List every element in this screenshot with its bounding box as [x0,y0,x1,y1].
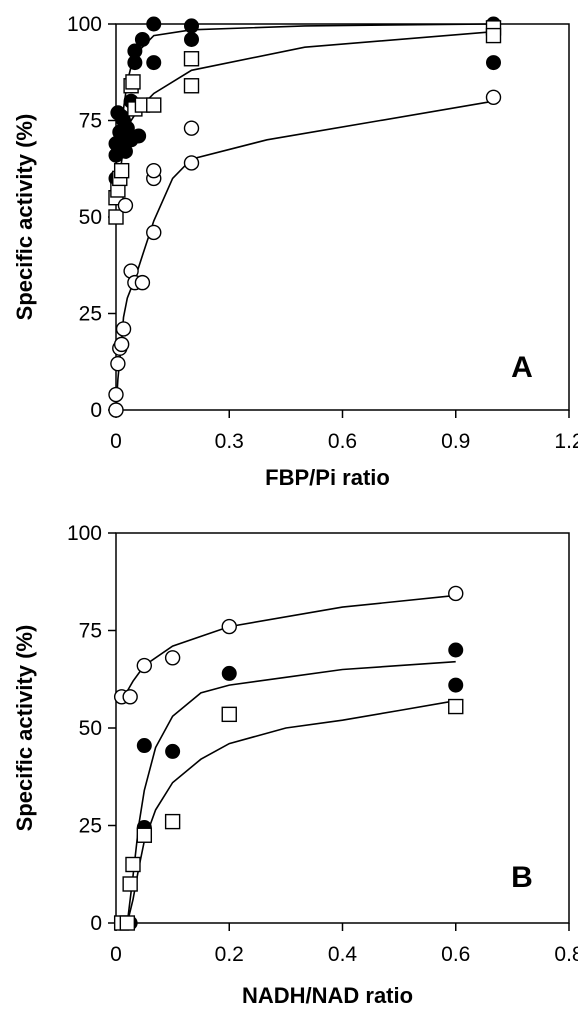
data-point-open-circle [183,155,200,171]
data-point-open-circle [136,657,153,674]
panel-a: 0 25 50 75 100 0 0.3 0.6 0.9 1.2 FBP/Pi ratio Speci… [12,13,578,490]
y-tick-label: 50 [79,206,102,229]
fit-curve [126,660,456,924]
panel-b: 0 25 50 75 100 0 0.2 0.4 0.6 0.8 NADH/NAD ratio Spe… [12,522,578,1008]
y-tick-label: 100 [67,522,102,545]
data-point-filled-circle [184,18,199,34]
data-point-open-circle [221,618,237,635]
data-point-square [183,78,200,94]
data-point-open-circle [122,689,138,705]
x-tick-label: 0.8 [554,943,578,966]
data-point-square [183,51,200,67]
x-tick-label: 0.2 [215,943,244,966]
y-tick-label: 50 [79,717,102,740]
x-tick-label: 0 [110,943,122,966]
data-point-filled-circle [486,55,501,71]
data-point-square [119,915,136,931]
x-tick-label: 0.6 [441,943,470,966]
data-point-filled-circle [131,128,147,144]
x-tick-label: 0.3 [215,430,244,453]
data-point-open-circle [146,162,162,179]
fit-curve [126,699,456,924]
data-point-open-circle [134,274,151,291]
data-point-square [125,856,141,873]
y-tick-label: 0 [90,399,102,422]
data-point-square [485,27,502,44]
y-tick-label: 0 [90,912,102,935]
data-point-filled-circle [184,31,199,47]
fit-curve [121,594,456,702]
data-point-filled-circle [127,55,143,71]
data-point-square [448,698,464,715]
data-point-filled-circle [165,743,181,759]
data-point-filled-circle [448,642,464,658]
fit-curve [115,23,494,167]
x-tick-label: 0.4 [328,943,358,966]
data-point-square [122,876,138,892]
data-point-filled-circle [221,665,237,681]
y-axis-title: Specific activity (%) [12,625,37,832]
data-point-filled-circle [134,31,150,47]
y-tick-label: 25 [79,815,102,838]
plot-frame [115,532,570,924]
x-axis-title: NADH/NAD ratio [242,983,413,1008]
x-tick-label: 1.2 [554,430,578,453]
data-point-square [136,827,153,843]
data-point-open-circle [108,386,124,403]
data-point-open-circle [164,650,181,666]
fit-curve [115,100,494,411]
data-point-open-circle [146,224,162,241]
data-point-open-circle [108,402,124,418]
data-point-square [108,209,124,225]
data-point-square [164,813,181,830]
data-point-open-circle [115,321,132,337]
y-axis-title: Specific activity (%) [12,114,37,321]
data-point-filled-circle [136,738,152,754]
panel-letter: B [511,861,533,894]
panel-letter: A [511,351,533,384]
data-point-open-circle [113,336,130,353]
data-point-filled-circle [146,55,162,71]
y-tick-label: 100 [67,13,102,36]
data-point-filled-circle [146,16,162,32]
data-point-open-circle [117,197,134,214]
data-point-open-circle [110,355,126,372]
data-point-square [221,706,237,723]
data-point-open-circle [183,120,200,136]
y-tick-label: 25 [79,303,102,326]
data-point-open-circle [448,585,464,602]
data-point-square [146,97,162,113]
data-point-square [125,74,141,90]
x-axis-title: FBP/Pi ratio [265,465,390,490]
y-tick-label: 75 [79,620,102,643]
data-point-open-circle [485,89,502,106]
x-tick-label: 0 [110,430,122,453]
x-tick-label: 0.9 [441,430,470,453]
y-tick-label: 75 [79,110,102,133]
data-point-filled-circle [448,677,464,693]
x-tick-label: 0.6 [328,430,357,453]
data-point-square [113,162,130,179]
